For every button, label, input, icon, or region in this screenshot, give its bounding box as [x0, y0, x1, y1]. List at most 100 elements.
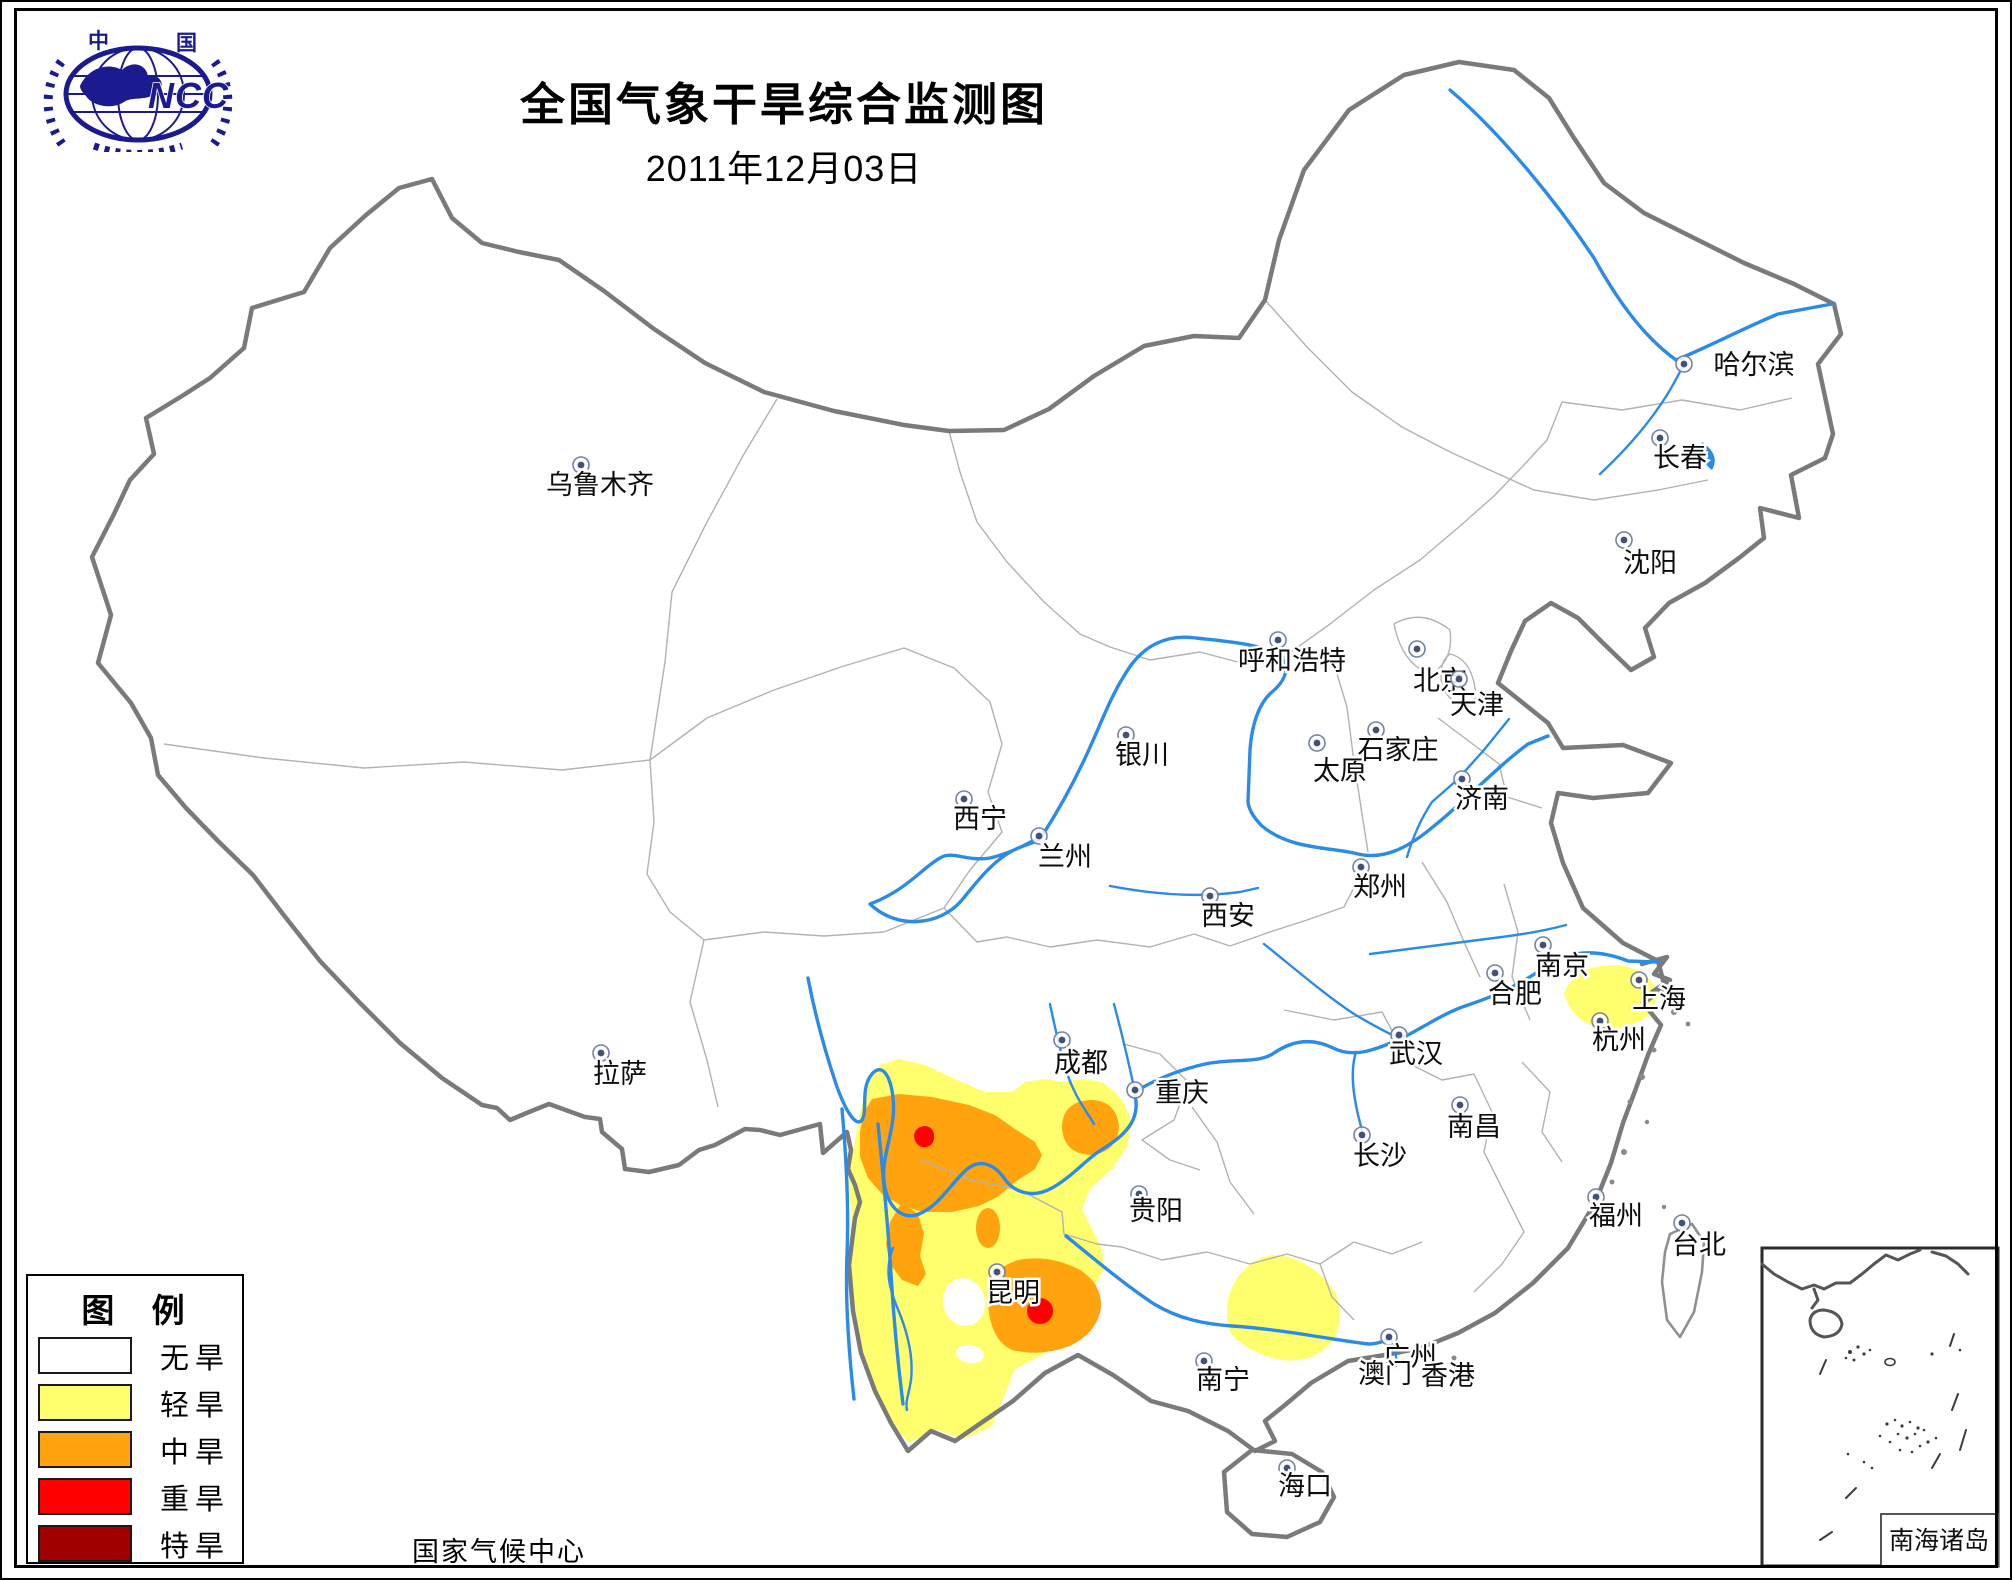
wei-river	[1108, 884, 1260, 897]
city-label: 杭州	[1592, 1025, 1646, 1055]
ncc-logo: 中 国 NCC	[43, 30, 233, 152]
city-marker-dot	[1539, 941, 1547, 949]
city-marker-dot	[1678, 1219, 1686, 1227]
legend-label: 中旱	[160, 1436, 231, 1469]
city-marker-dot	[1274, 636, 1282, 644]
page-title: 全国气象干旱综合监测图	[519, 79, 1049, 130]
legend-swatch-icon	[38, 1431, 132, 1468]
city-marker-dot	[1206, 892, 1214, 900]
logo-wreath-right	[206, 52, 233, 147]
city-marker-dot	[1491, 969, 1499, 977]
city-marker-dot	[1458, 775, 1466, 783]
salween-river	[876, 1122, 905, 1406]
legend-box: 图 例 无旱 轻旱 中旱 重旱 特旱	[26, 1274, 244, 1564]
inset-islands	[1819, 1333, 1967, 1541]
city-marker-dot	[1656, 434, 1664, 442]
city-marker-dot	[1413, 645, 1421, 653]
legend-row-2: 中旱	[28, 1426, 242, 1473]
no-drought-hole-2	[956, 1344, 984, 1364]
taiwan-island	[1660, 1222, 1706, 1339]
city-label: 上海	[1632, 984, 1686, 1014]
city-marker-dot	[1200, 1357, 1208, 1365]
city-label: 贵阳	[1129, 1196, 1183, 1226]
city-label: 沈阳	[1623, 548, 1677, 578]
drought-mid-main	[860, 1094, 1042, 1212]
city-label: 郑州	[1353, 872, 1407, 902]
drought-mid-tail	[886, 1202, 926, 1286]
credit-text: 国家气候中心	[412, 1537, 586, 1567]
city-marker-dot	[597, 1049, 605, 1057]
city-marker-dot	[1131, 1086, 1139, 1094]
drought-mid-chongqing	[1062, 1100, 1119, 1155]
city-label: 昆明	[986, 1278, 1040, 1308]
logo-char-right: 国	[176, 32, 197, 55]
pearl-river	[1064, 1234, 1392, 1346]
city-label: 香港	[1421, 1361, 1475, 1391]
city-label: 南京	[1535, 951, 1589, 981]
logo-wreath-left	[43, 52, 70, 147]
city-layer: 乌鲁木齐哈尔滨长春沈阳呼和浩特北京天津银川太原石家庄济南西宁兰州郑州西安南京合肥…	[544, 348, 1798, 1504]
city-label: 广州	[1383, 1342, 1437, 1372]
hai-river	[1405, 717, 1511, 859]
legend-label: 无旱	[160, 1342, 231, 1375]
songhua-river-upper	[1448, 88, 1678, 362]
city-label: 西宁	[953, 804, 1007, 834]
legend-swatch-icon	[38, 1478, 132, 1515]
city-marker-dot	[1357, 863, 1365, 871]
south-china-sea-inset: 南海诸岛	[1760, 1246, 2000, 1568]
hainan-island	[1221, 1447, 1337, 1540]
city-label: 石家庄	[1358, 735, 1439, 765]
city-label: 武汉	[1389, 1039, 1443, 1069]
city-label: 西安	[1201, 901, 1255, 931]
city-marker-dot	[1385, 1333, 1393, 1341]
huai-river	[1368, 923, 1568, 956]
legend-label: 重旱	[160, 1483, 231, 1516]
city-label: 银川	[1115, 740, 1169, 770]
legend-rows: 无旱 轻旱 中旱 重旱 特旱	[28, 1332, 242, 1567]
city-label: 太原	[1313, 756, 1367, 786]
city-label: 合肥	[1488, 979, 1542, 1009]
city-marker-dot	[1058, 1036, 1066, 1044]
city-label: 乌鲁木齐	[546, 470, 654, 500]
city-label: 南宁	[1196, 1365, 1250, 1395]
inset-hainan	[1808, 1308, 1844, 1339]
city-label: 澳门	[1358, 1359, 1412, 1389]
national-border	[89, 59, 1844, 1540]
city-label: 兰州	[1038, 842, 1092, 872]
city-marker-dot	[1620, 536, 1628, 544]
inset-label-box	[1880, 1513, 1999, 1567]
city-label: 长春	[1653, 443, 1707, 473]
legend-swatch-icon	[38, 1337, 132, 1374]
drought-severe-layer	[914, 1126, 1053, 1324]
legend-row-0: 无旱	[28, 1332, 242, 1379]
city-marker-dot	[1313, 739, 1321, 747]
jinsha-south-bend	[887, 1246, 913, 1412]
city-label: 成都	[1054, 1048, 1108, 1078]
province-borders	[163, 299, 1793, 1321]
drought-mid-strip	[976, 1208, 1000, 1248]
city-marker-dot	[577, 461, 585, 469]
city-marker-dot	[1358, 1131, 1366, 1139]
songhua-river-lower	[1674, 302, 1834, 362]
legend-row-1: 轻旱	[28, 1379, 242, 1426]
city-marker-dot	[1122, 731, 1130, 739]
min-river	[1048, 1002, 1096, 1126]
legend-swatch-icon	[38, 1384, 132, 1421]
city-marker-dot	[960, 795, 968, 803]
city-marker-dot	[1455, 675, 1463, 683]
city-marker-dot	[1135, 1190, 1143, 1198]
drought-severe-spot-kunming	[1027, 1298, 1053, 1324]
city-marker-dot	[1635, 976, 1643, 984]
legend-title: 图 例	[81, 1292, 199, 1329]
inset-label: 南海诸岛	[1889, 1527, 1989, 1555]
city-marker-dot	[1035, 832, 1043, 840]
city-marker-dot	[1283, 1464, 1291, 1472]
legend-swatch-icon	[38, 1525, 132, 1562]
city-label: 重庆	[1155, 1078, 1209, 1108]
map-frame-border	[14, 8, 1998, 1568]
city-label: 海口	[1278, 1471, 1332, 1501]
drought-moderate-layer	[860, 1094, 1119, 1353]
city-marker-dot	[1592, 1193, 1600, 1201]
